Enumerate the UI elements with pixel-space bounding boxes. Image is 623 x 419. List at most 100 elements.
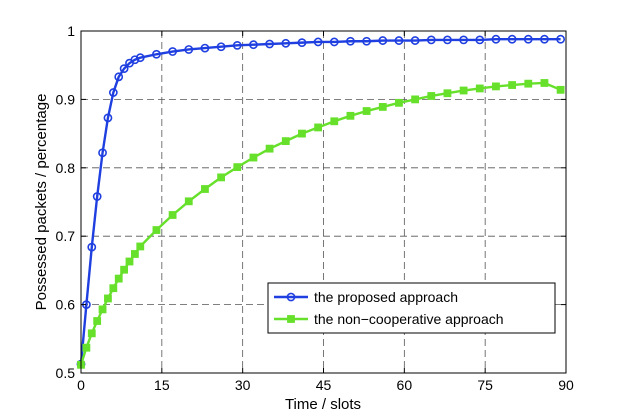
data-point (362, 107, 371, 115)
y-axis-title: Possessed packets / percentage (33, 94, 50, 311)
data-point (362, 36, 372, 46)
data-point (394, 36, 404, 45)
data-point (346, 111, 355, 120)
grid-lines (81, 31, 566, 373)
data-point (313, 37, 323, 47)
data-point (540, 34, 549, 44)
x-tick-label: 45 (316, 377, 332, 393)
data-point (395, 98, 403, 107)
x-tick-label: 75 (477, 377, 493, 393)
y-tick-label: 0.9 (56, 91, 76, 107)
y-tick-label: 1 (67, 23, 75, 39)
legend-label: the non−cooperative approach (314, 311, 504, 327)
data-point (410, 36, 420, 45)
data-point (93, 317, 102, 325)
y-tick-label: 0.8 (56, 160, 76, 176)
x-tick-label: 60 (397, 377, 413, 393)
data-point (249, 153, 258, 162)
x-tick-label: 90 (558, 377, 574, 393)
data-point (217, 173, 226, 182)
data-point (297, 38, 307, 48)
data-point (475, 84, 484, 93)
x-axis-title: Time / slots (285, 396, 361, 413)
data-point (108, 88, 118, 97)
series-non-cooperative (77, 79, 565, 369)
axis-ticks: 0 15 30 45 60 75 90 0.5 0.6 0.7 0.8 0.9 1 (56, 23, 574, 393)
data-point (443, 35, 452, 45)
data-point (130, 250, 139, 258)
data-point (523, 34, 533, 44)
series-line (79, 38, 561, 365)
data-point (492, 82, 500, 91)
data-point (216, 42, 226, 52)
legend-marker (287, 315, 295, 323)
data-point (201, 185, 209, 193)
data-point (411, 95, 420, 104)
data-point (249, 40, 258, 50)
data-point (233, 163, 242, 172)
data-point (281, 137, 290, 146)
data-point (508, 81, 517, 89)
data-point (524, 79, 533, 88)
legend-label: the proposed approach (314, 289, 458, 305)
x-tick-label: 30 (235, 377, 251, 393)
data-point (168, 211, 177, 219)
x-tick-label: 15 (154, 377, 170, 393)
legend-item: the non−cooperative approach (274, 311, 504, 327)
data-point (119, 64, 129, 74)
data-point (459, 86, 468, 95)
data-point (109, 284, 118, 293)
data-point (87, 242, 97, 252)
data-point (540, 79, 549, 87)
data-point (378, 103, 387, 111)
data-point (232, 40, 242, 50)
legend-item: the proposed approach (274, 289, 458, 305)
data-point (87, 329, 96, 338)
data-point (556, 85, 565, 94)
data-point (426, 35, 436, 45)
data-point (114, 274, 123, 283)
data-point (120, 265, 129, 274)
series-layer (76, 34, 566, 369)
y-tick-label: 0.6 (56, 297, 76, 313)
data-point (104, 294, 112, 303)
data-point (135, 53, 145, 63)
data-point (125, 257, 134, 266)
data-point (281, 38, 291, 48)
data-point (98, 305, 107, 314)
data-point (152, 49, 161, 59)
data-point (200, 43, 210, 53)
data-point (475, 35, 485, 45)
data-point (184, 45, 194, 54)
data-point (507, 34, 517, 44)
x-tick-label: 0 (77, 377, 85, 393)
data-point (265, 39, 275, 49)
data-point (265, 144, 274, 153)
data-point (330, 117, 339, 126)
data-point (378, 36, 388, 45)
data-point (136, 242, 145, 251)
data-point (184, 197, 193, 206)
data-point (98, 148, 107, 158)
data-point (443, 89, 452, 98)
data-point (346, 36, 355, 46)
y-tick-label: 0.5 (56, 365, 76, 381)
legend: the proposed approach the non−cooperative… (267, 282, 556, 334)
data-point (556, 34, 566, 44)
legend-marker (286, 292, 296, 302)
data-point (427, 92, 436, 100)
data-point (314, 123, 323, 132)
data-point (152, 226, 161, 234)
y-tick-label: 0.7 (56, 228, 76, 244)
data-point (298, 129, 306, 138)
data-point (114, 72, 124, 82)
data-point (168, 47, 178, 56)
data-point (82, 343, 91, 352)
data-point (329, 37, 339, 47)
data-point (491, 34, 501, 44)
data-point (459, 35, 469, 45)
legend-box (267, 282, 556, 334)
data-point (103, 113, 113, 123)
data-point (130, 55, 140, 65)
